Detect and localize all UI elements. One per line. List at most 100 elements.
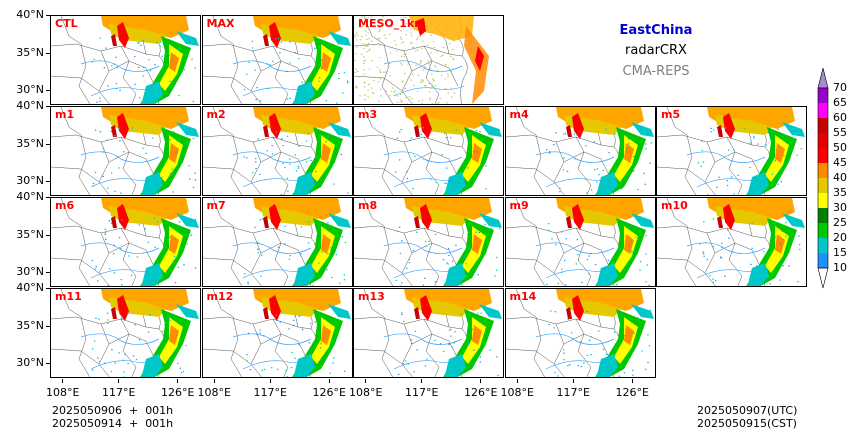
map-panel: MAX <box>201 15 353 105</box>
lat-tick <box>46 15 50 16</box>
colorbar-tick-label: 65 <box>833 96 847 109</box>
init-time-cst: 2025050914 + 001h <box>52 417 174 430</box>
lat-tick <box>46 90 50 91</box>
lat-tick-label: 40°N <box>16 281 44 294</box>
panel-label: MAX <box>206 17 235 30</box>
radar-map <box>51 107 200 195</box>
lat-tick-label: 30°N <box>16 356 44 369</box>
lon-tick-label: 126°E <box>161 386 195 399</box>
lat-tick-label: 30°N <box>16 265 44 278</box>
radar-map <box>51 198 200 286</box>
lon-tick <box>62 379 63 383</box>
panel-label: m11 <box>55 290 82 303</box>
colorbar-extend-min <box>817 267 829 289</box>
map-panel: m7 <box>201 197 353 287</box>
lon-tick-label: 126°E <box>615 386 649 399</box>
init-time-utc: 2025050906 + 001h <box>52 404 174 417</box>
lon-tick-label: 117°E <box>102 386 136 399</box>
lon-tick-label: 108°E <box>197 386 231 399</box>
colorbar-segment <box>818 148 828 163</box>
colorbar-segment <box>818 163 828 178</box>
lon-tick-label: 108°E <box>500 386 534 399</box>
colorbar-extend-max <box>817 67 829 89</box>
radar-map <box>505 107 655 195</box>
colorbar-graphic <box>817 67 829 289</box>
colorbar-tick-label: 20 <box>833 231 847 244</box>
map-panel: m6 <box>50 197 201 287</box>
colorbar-tick-label: 45 <box>833 156 847 169</box>
lat-tick <box>46 106 50 107</box>
colorbar-tick-label: 35 <box>833 186 847 199</box>
radar-map <box>354 107 503 195</box>
lon-tick-label: 117°E <box>253 386 287 399</box>
panel-label: m14 <box>509 290 537 303</box>
radar-map <box>505 289 655 377</box>
lat-tick <box>46 53 50 54</box>
radar-map <box>354 16 503 104</box>
panel-label: m8 <box>358 199 378 212</box>
lon-tick <box>480 379 481 383</box>
lat-tick-label: 40°N <box>16 99 44 112</box>
lat-tick <box>46 144 50 145</box>
panel-label: m5 <box>661 108 681 121</box>
map-panel: m12 <box>201 288 353 378</box>
colorbar-segment <box>818 253 828 268</box>
panel-label: m2 <box>206 108 226 121</box>
valid-time-cst: 2025050915(CST) <box>697 417 797 430</box>
colorbar-segment <box>818 103 828 118</box>
lat-tick-label: 40°N <box>16 190 44 203</box>
colorbar-segment <box>818 238 828 253</box>
map-panel: m3 <box>353 106 504 196</box>
colorbar-segment <box>818 133 828 148</box>
lat-tick <box>46 326 50 327</box>
lon-tick <box>269 379 271 383</box>
colorbar-segment <box>818 223 828 238</box>
lat-tick-label: 40°N <box>16 8 44 21</box>
lat-tick-label: 35°N <box>16 46 44 59</box>
radar-map <box>354 198 503 286</box>
panel-label: m7 <box>206 199 226 212</box>
lon-tick-label: 126°E <box>464 386 498 399</box>
lat-tick <box>46 197 50 198</box>
radar-map <box>657 198 806 286</box>
colorbar-segment <box>818 193 828 208</box>
colorbar-segment <box>818 88 828 103</box>
lon-tick <box>118 379 119 383</box>
lon-tick-label: 126°E <box>312 386 346 399</box>
radar-map <box>202 107 352 195</box>
panel-label: m10 <box>661 199 688 212</box>
map-panel: m2 <box>201 106 353 196</box>
lat-tick-label: 35°N <box>16 319 44 332</box>
panel-label: m3 <box>358 108 378 121</box>
lon-tick-label: 108°E <box>46 386 80 399</box>
lat-tick <box>46 235 50 236</box>
lat-tick <box>46 288 50 289</box>
colorbar-segment <box>818 208 828 223</box>
colorbar-tick-label: 15 <box>833 246 847 259</box>
lon-tick <box>572 379 574 383</box>
lon-tick <box>631 379 633 383</box>
panel-label: m6 <box>55 199 75 212</box>
radar-map <box>657 107 806 195</box>
lat-tick <box>46 272 50 273</box>
map-panel: m13 <box>353 288 504 378</box>
lon-tick <box>365 379 366 383</box>
panel-label: m4 <box>509 108 529 121</box>
lon-tick <box>213 379 215 383</box>
lat-tick <box>46 363 50 364</box>
panel-label: m1 <box>55 108 75 121</box>
colorbar-segment <box>818 118 828 133</box>
panel-label: m13 <box>358 290 385 303</box>
lon-tick <box>421 379 422 383</box>
map-panel: m1 <box>50 106 201 196</box>
lat-tick-label: 35°N <box>16 137 44 150</box>
colorbar-tick-label: 60 <box>833 111 847 124</box>
radar-map <box>354 289 503 377</box>
colorbar-tick-label: 70 <box>833 81 847 94</box>
map-panel: m14 <box>504 288 656 378</box>
map-panel: m8 <box>353 197 504 287</box>
lat-tick-label: 35°N <box>16 228 44 241</box>
radar-map <box>505 198 655 286</box>
panel-label: CTL <box>55 17 78 30</box>
